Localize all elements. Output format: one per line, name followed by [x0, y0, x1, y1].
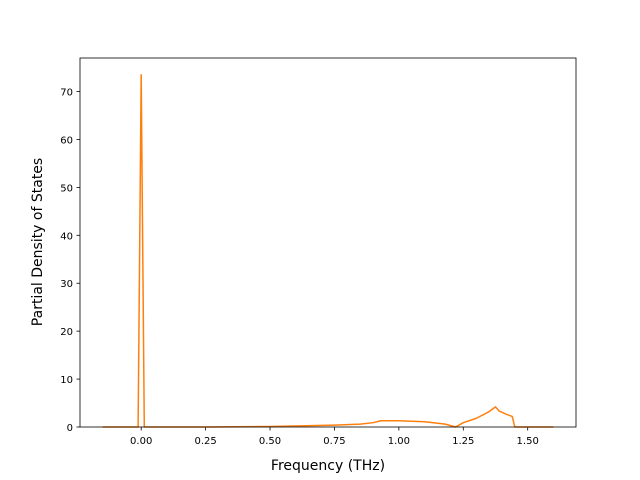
- data-line: [102, 74, 554, 428]
- y-tick-label: 10: [60, 375, 73, 386]
- y-tick-label: 20: [60, 327, 73, 338]
- x-tick-label: 1.50: [517, 436, 539, 447]
- x-tick-label: 0.75: [323, 436, 345, 447]
- x-axis-label: Frequency (THz): [271, 458, 385, 474]
- y-axis-label: Partial Density of States: [30, 158, 46, 326]
- plot-frame: [79, 57, 577, 428]
- x-tick-label: 0.50: [259, 436, 281, 447]
- y-tick-label: 40: [60, 231, 73, 242]
- y-tick-label: 70: [60, 88, 73, 99]
- x-tick-label: 1.25: [452, 436, 474, 447]
- x-tick-label: 0.25: [194, 436, 216, 447]
- x-tick-label: 0.00: [130, 436, 152, 447]
- y-tick-label: 30: [60, 279, 73, 290]
- x-tick-label: 1.00: [388, 436, 410, 447]
- y-tick-label: 50: [60, 183, 73, 194]
- y-tick-label: 60: [60, 135, 73, 146]
- y-tick-label: 0: [67, 423, 73, 434]
